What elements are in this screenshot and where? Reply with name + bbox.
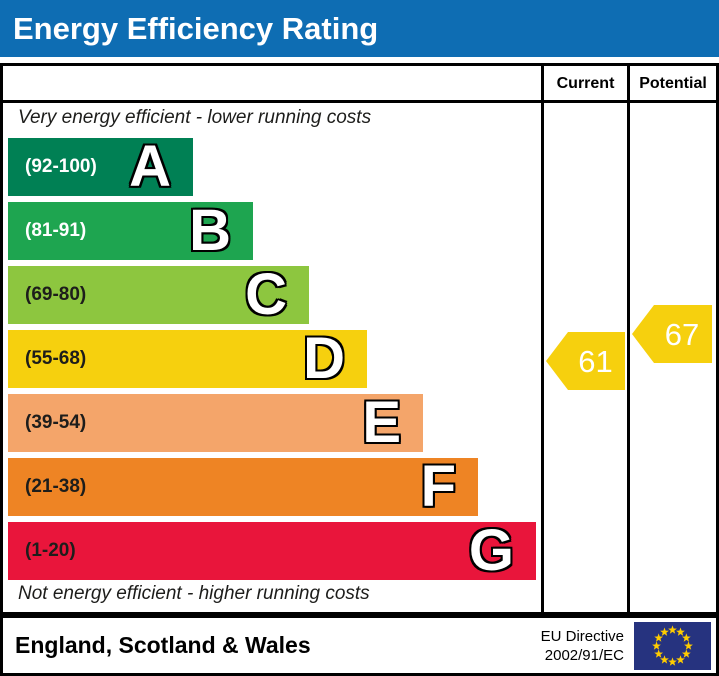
band-letter: G [468, 518, 514, 583]
band-f: (21-38) F [8, 458, 478, 516]
band-d: (55-68) D [8, 330, 367, 388]
band-c: (69-80) C [8, 266, 309, 324]
band-letter: D [303, 326, 345, 391]
region-label: England, Scotland & Wales [15, 632, 311, 658]
eu-flag-icon [634, 621, 711, 670]
band-letter: B [189, 198, 231, 263]
band-e: (39-54) E [8, 394, 423, 452]
band-letter: E [362, 390, 401, 455]
rating-table: Current Potential Very energy efficient … [0, 63, 719, 615]
band-range-label: (92-100) [25, 156, 97, 177]
bottom-caption: Not energy efficient - higher running co… [18, 583, 370, 604]
band-letter: F [420, 454, 456, 519]
band-range-label: (1-20) [25, 540, 76, 561]
band-range-label: (69-80) [25, 284, 87, 305]
band-g: (1-20) G [8, 522, 536, 580]
footer: England, Scotland & Wales EU Directive 2… [0, 615, 719, 676]
svg-text:61: 61 [578, 344, 612, 379]
band-range-label: (39-54) [25, 412, 87, 433]
potential-rating-indicator: 67 [632, 305, 712, 368]
table-header-row [3, 66, 716, 103]
current-rating-indicator: 61 [546, 332, 625, 395]
band-letter: A [129, 134, 171, 199]
current-column-header: Current [556, 75, 615, 92]
potential-column-divider [627, 66, 630, 612]
page-title: Energy Efficiency Rating [0, 0, 719, 57]
eu-directive-line2: 2002/91/EC [544, 646, 624, 664]
top-caption: Very energy efficient - lower running co… [18, 107, 372, 128]
current-column-divider [541, 66, 544, 612]
eu-directive-label: EU Directive 2002/91/EC [541, 627, 634, 665]
band-range-label: (55-68) [25, 348, 87, 369]
svg-text:67: 67 [665, 317, 699, 352]
band-range-label: (81-91) [25, 220, 87, 241]
band-letter: C [245, 262, 287, 327]
eu-directive-line1: EU Directive [540, 627, 624, 645]
potential-column-header: Potential [639, 75, 707, 92]
band-b: (81-91) B [8, 202, 253, 260]
band-a: (92-100) A [8, 138, 193, 196]
band-range-label: (21-38) [25, 476, 87, 497]
